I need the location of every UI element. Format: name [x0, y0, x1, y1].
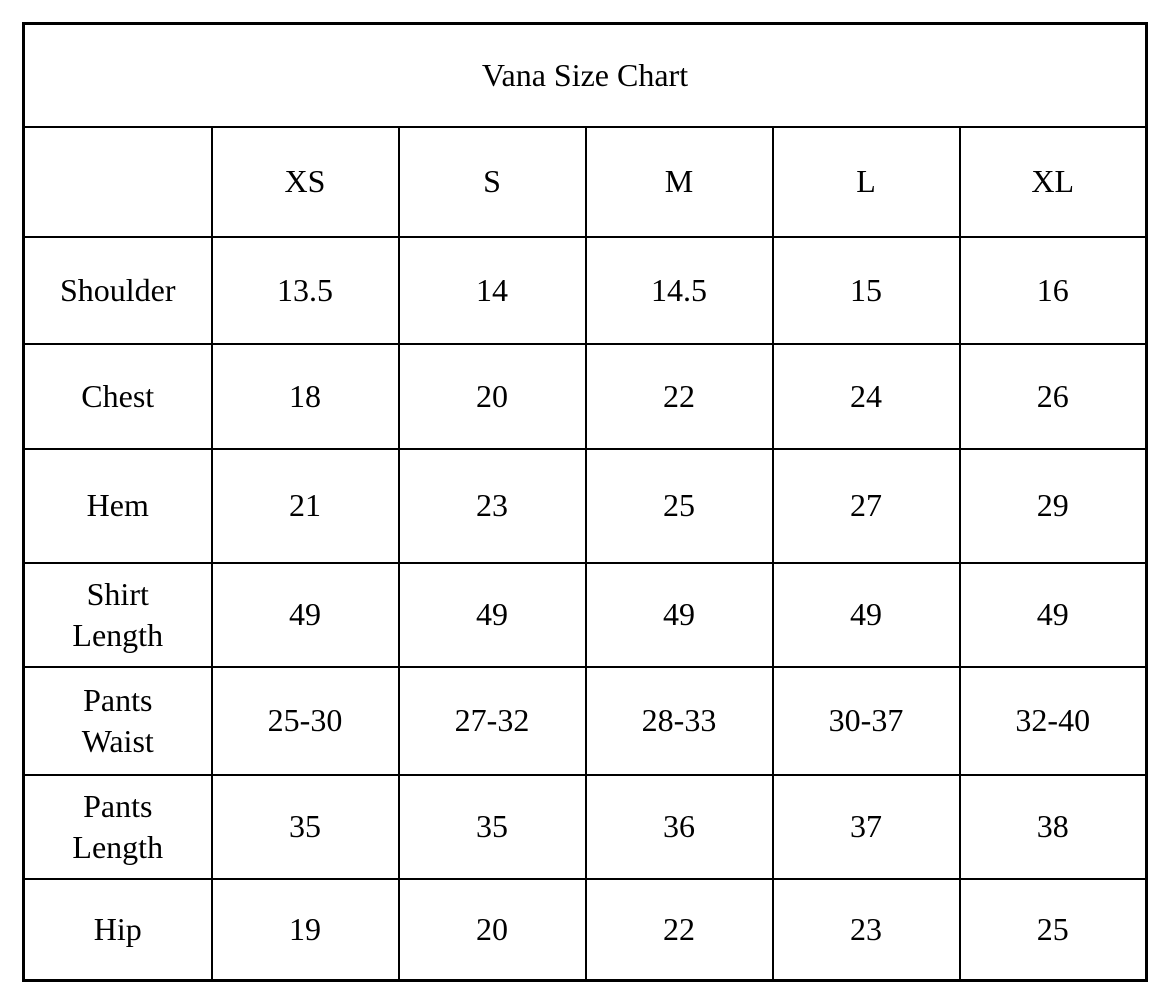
cell: 49 — [584, 561, 774, 668]
cell: 49 — [958, 561, 1148, 668]
row-label-text: Chest — [81, 377, 155, 414]
column-header-s: S — [397, 125, 587, 238]
cell: 15 — [771, 235, 961, 345]
cell: 24 — [771, 342, 961, 450]
cell: 14.5 — [584, 235, 774, 345]
table-row-shirt-length: Shirt Length 49 49 49 49 49 — [22, 561, 1148, 668]
row-label-shirt-length: Shirt Length — [22, 561, 213, 668]
row-label-text: Hip — [93, 910, 142, 947]
cell: 35 — [397, 773, 587, 880]
cell: 27 — [771, 447, 961, 564]
cell: 13.5 — [210, 235, 400, 345]
cell: 28-33 — [584, 665, 774, 776]
table-row-chest: Chest 18 20 22 24 26 — [22, 342, 1148, 450]
cell: 25-30 — [210, 665, 400, 776]
table-row-hem: Hem 21 23 25 27 29 — [22, 447, 1148, 564]
cell: 49 — [771, 561, 961, 668]
table-row-pants-length: Pants Length 35 35 36 37 38 — [22, 773, 1148, 880]
column-header-m: M — [584, 125, 774, 238]
cell: 20 — [397, 877, 587, 982]
row-label-text: Hem — [86, 487, 149, 524]
cell: 35 — [210, 773, 400, 880]
cell: 49 — [210, 561, 400, 668]
cell: 25 — [958, 877, 1148, 982]
cell: 22 — [584, 877, 774, 982]
cell: 38 — [958, 773, 1148, 880]
row-label-text: Pants Length — [72, 787, 164, 865]
cell: 23 — [771, 877, 961, 982]
row-label-hem: Hem — [22, 447, 213, 564]
column-header-blank — [22, 125, 213, 238]
cell: 32-40 — [958, 665, 1148, 776]
cell: 20 — [397, 342, 587, 450]
size-chart-table: Vana Size Chart XS S M L XL Shoulder 13.… — [22, 22, 1148, 982]
cell: 27-32 — [397, 665, 587, 776]
cell: 49 — [397, 561, 587, 668]
cell: 29 — [958, 447, 1148, 564]
row-label-pants-length: Pants Length — [22, 773, 213, 880]
title-row: Vana Size Chart — [22, 22, 1148, 128]
cell: 26 — [958, 342, 1148, 450]
row-label-text: Shoulder — [59, 271, 176, 308]
row-label-text: Pants Waist — [81, 681, 154, 759]
cell: 21 — [210, 447, 400, 564]
cell: 22 — [584, 342, 774, 450]
table-row-hip: Hip 19 20 22 23 25 — [22, 877, 1148, 982]
cell: 14 — [397, 235, 587, 345]
table-row-shoulder: Shoulder 13.5 14 14.5 15 16 — [22, 235, 1148, 345]
cell: 30-37 — [771, 665, 961, 776]
cell: 37 — [771, 773, 961, 880]
column-header-xs: XS — [210, 125, 400, 238]
header-row: XS S M L XL — [22, 125, 1148, 238]
row-label-shoulder: Shoulder — [22, 235, 213, 345]
cell: 18 — [210, 342, 400, 450]
cell: 23 — [397, 447, 587, 564]
cell: 25 — [584, 447, 774, 564]
size-chart: Vana Size Chart XS S M L XL Shoulder 13.… — [22, 22, 1148, 982]
row-label-hip: Hip — [22, 877, 213, 982]
cell: 19 — [210, 877, 400, 982]
row-label-chest: Chest — [22, 342, 213, 450]
row-label-pants-waist: Pants Waist — [22, 665, 213, 776]
column-header-xl: XL — [958, 125, 1148, 238]
cell: 16 — [958, 235, 1148, 345]
row-label-text: Shirt Length — [72, 575, 164, 653]
table-row-pants-waist: Pants Waist 25-30 27-32 28-33 30-37 32-4… — [22, 665, 1148, 776]
column-header-l: L — [771, 125, 961, 238]
cell: 36 — [584, 773, 774, 880]
table-title: Vana Size Chart — [22, 22, 1148, 128]
